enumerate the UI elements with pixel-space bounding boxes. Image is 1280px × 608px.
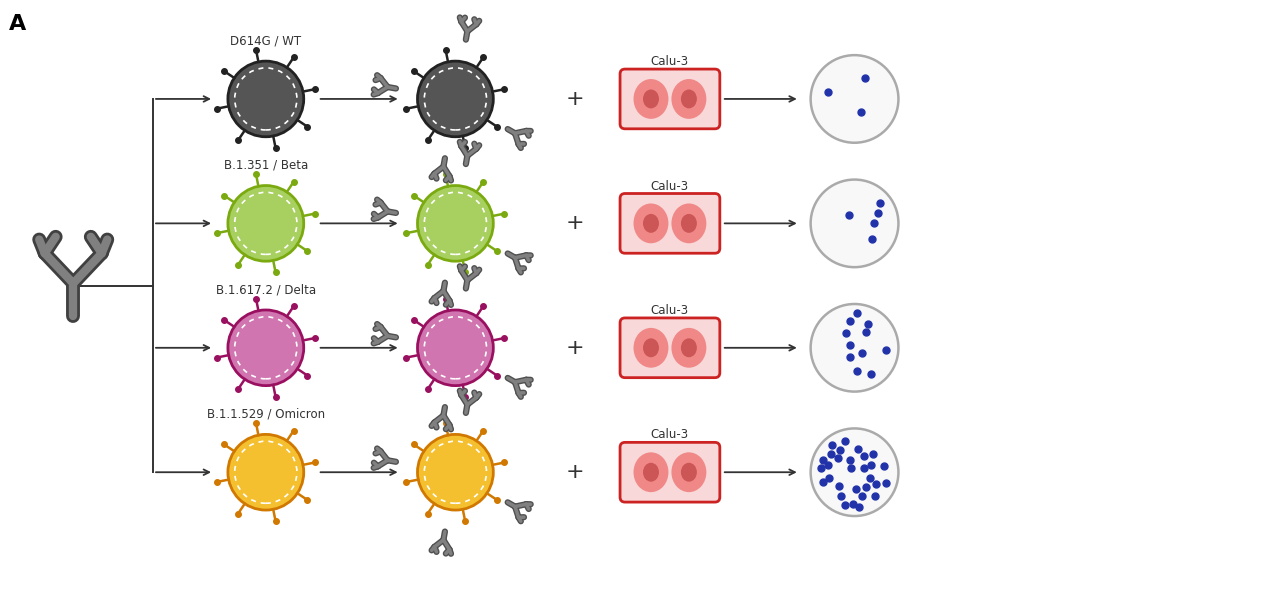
- Text: D614G / WT: D614G / WT: [230, 34, 301, 47]
- Ellipse shape: [634, 204, 668, 243]
- Ellipse shape: [681, 463, 696, 482]
- Circle shape: [417, 310, 493, 385]
- Text: B.1.617.2 / Delta: B.1.617.2 / Delta: [216, 283, 316, 296]
- Text: Calu-3: Calu-3: [650, 429, 689, 441]
- Circle shape: [228, 185, 303, 261]
- Ellipse shape: [672, 79, 707, 119]
- FancyBboxPatch shape: [620, 443, 719, 502]
- FancyBboxPatch shape: [620, 69, 719, 129]
- Circle shape: [810, 55, 899, 143]
- Ellipse shape: [681, 338, 696, 358]
- Text: Calu-3: Calu-3: [650, 55, 689, 68]
- Ellipse shape: [681, 214, 696, 233]
- Ellipse shape: [643, 463, 659, 482]
- FancyBboxPatch shape: [620, 193, 719, 254]
- Text: +: +: [566, 213, 585, 233]
- FancyBboxPatch shape: [620, 318, 719, 378]
- Circle shape: [417, 185, 493, 261]
- Circle shape: [810, 179, 899, 267]
- Circle shape: [417, 434, 493, 510]
- Text: Calu-3: Calu-3: [650, 304, 689, 317]
- Text: +: +: [566, 338, 585, 358]
- Ellipse shape: [681, 89, 696, 108]
- Ellipse shape: [634, 79, 668, 119]
- Ellipse shape: [672, 204, 707, 243]
- Circle shape: [228, 310, 303, 385]
- Text: A: A: [9, 15, 27, 34]
- Ellipse shape: [643, 89, 659, 108]
- Circle shape: [228, 61, 303, 137]
- Text: +: +: [566, 89, 585, 109]
- Ellipse shape: [643, 214, 659, 233]
- Text: B.1.351 / Beta: B.1.351 / Beta: [224, 159, 308, 171]
- Ellipse shape: [634, 328, 668, 368]
- Text: Calu-3: Calu-3: [650, 179, 689, 193]
- Ellipse shape: [634, 452, 668, 492]
- Ellipse shape: [643, 338, 659, 358]
- Circle shape: [810, 429, 899, 516]
- Ellipse shape: [672, 452, 707, 492]
- Circle shape: [810, 304, 899, 392]
- Text: B.1.1.529 / Omicron: B.1.1.529 / Omicron: [207, 407, 325, 421]
- Text: +: +: [566, 462, 585, 482]
- Ellipse shape: [672, 328, 707, 368]
- Circle shape: [228, 434, 303, 510]
- Circle shape: [417, 61, 493, 137]
